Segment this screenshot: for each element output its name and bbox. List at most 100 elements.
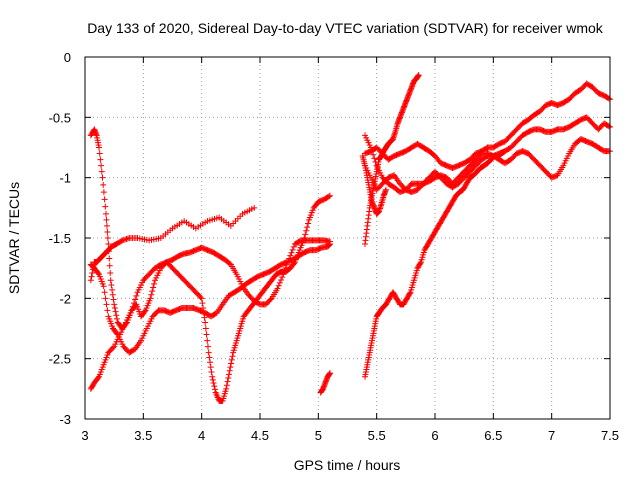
data-point <box>206 354 213 361</box>
x-axis-label: GPS time / hours <box>294 457 401 473</box>
data-point <box>204 337 211 344</box>
data-point <box>200 309 207 316</box>
data-point <box>98 162 105 169</box>
y-axis-ticks: -3 -2.5 -2 -1.5 -1 -0.5 0 <box>49 50 610 427</box>
data-point <box>383 186 389 193</box>
data-point <box>110 344 116 351</box>
data-point <box>107 269 114 276</box>
data-point <box>207 364 214 371</box>
data-point <box>100 189 107 196</box>
y-tick-label: -0.5 <box>49 110 71 125</box>
data-point <box>207 359 214 366</box>
data-point <box>276 279 283 286</box>
data-point <box>209 376 216 383</box>
data-point <box>291 260 298 267</box>
data-point <box>224 378 231 385</box>
data-point <box>225 371 232 378</box>
data-point <box>223 385 230 392</box>
data-point <box>211 383 218 390</box>
data-point <box>101 196 108 203</box>
series-arc-4 <box>87 192 333 404</box>
data-point <box>304 224 311 231</box>
x-tick-label: 7.5 <box>601 428 619 443</box>
y-tick-label: -3 <box>59 412 71 427</box>
data-point <box>327 241 333 248</box>
data-point <box>106 255 113 262</box>
data-point <box>105 248 112 255</box>
data-point <box>225 374 232 381</box>
data-point <box>290 243 297 250</box>
data-point <box>113 315 120 322</box>
series-arc-1 <box>87 204 258 284</box>
data-point <box>305 220 312 227</box>
data-point <box>113 330 120 337</box>
data-point <box>96 144 102 151</box>
data-point <box>303 227 310 234</box>
data-point <box>107 277 114 284</box>
data-point <box>111 301 118 308</box>
data-point <box>95 269 102 276</box>
data-point <box>223 382 230 389</box>
data-point <box>150 284 157 291</box>
data-point <box>89 269 96 276</box>
data-point <box>100 283 107 290</box>
data-point <box>131 300 137 307</box>
data-point <box>605 95 612 102</box>
data-points <box>87 72 613 404</box>
data-point <box>278 276 284 283</box>
data-point <box>95 374 102 381</box>
data-point <box>103 210 109 217</box>
x-tick-label: 6 <box>431 428 438 443</box>
data-point <box>118 238 125 245</box>
data-point <box>369 148 375 155</box>
data-point <box>203 331 210 338</box>
data-point <box>367 144 374 151</box>
series-arc-3 <box>87 241 333 356</box>
data-point <box>87 277 94 284</box>
data-point <box>149 288 156 295</box>
data-point <box>110 296 117 303</box>
data-point <box>327 192 333 199</box>
data-point <box>229 353 236 360</box>
data-point <box>325 193 332 200</box>
data-point <box>88 273 95 280</box>
data-point <box>129 303 136 310</box>
data-point <box>147 295 154 302</box>
data-point <box>141 308 148 315</box>
data-point <box>302 231 309 238</box>
data-point <box>202 325 209 332</box>
x-tick-label: 7 <box>548 428 555 443</box>
x-tick-label: 5 <box>315 428 322 443</box>
data-point <box>103 301 110 308</box>
data-point <box>106 262 113 269</box>
plot-frame <box>84 56 611 420</box>
data-point <box>105 241 112 248</box>
data-point <box>104 307 111 314</box>
data-point <box>371 155 378 162</box>
data-point <box>370 151 377 158</box>
data-point <box>148 291 155 298</box>
data-point <box>99 174 106 181</box>
data-point <box>98 168 105 175</box>
data-point <box>204 343 211 350</box>
data-point <box>209 373 216 380</box>
data-point <box>109 291 116 298</box>
data-point <box>132 296 139 303</box>
data-point <box>287 252 294 259</box>
data-point <box>113 312 120 319</box>
data-point <box>103 216 110 223</box>
y-tick-label: 0 <box>64 50 71 65</box>
data-point <box>200 304 207 311</box>
data-point <box>108 282 115 289</box>
data-point <box>301 235 308 241</box>
data-point <box>406 290 413 297</box>
series-arc-9 <box>362 136 613 196</box>
data-point <box>267 296 274 303</box>
data-point <box>197 294 204 301</box>
data-point <box>275 282 282 289</box>
x-tick-label: 3.5 <box>134 428 152 443</box>
x-tick-label: 6.5 <box>484 428 502 443</box>
series-arc-2 <box>87 126 333 332</box>
y-tick-label: -1 <box>59 171 71 186</box>
